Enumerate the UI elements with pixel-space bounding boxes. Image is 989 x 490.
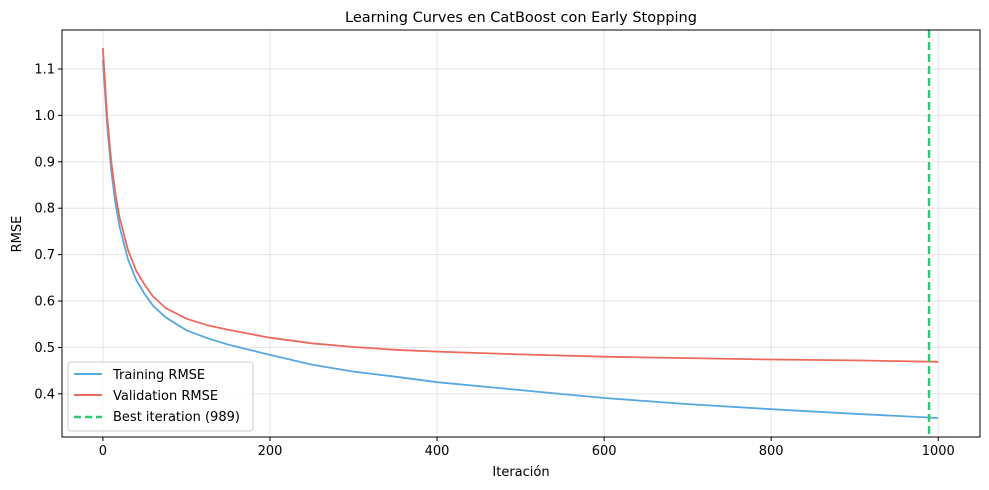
series-lines <box>102 30 939 437</box>
legend-label-best-iteration: Best iteration (989) <box>113 410 240 425</box>
y-axis-label: RMSE <box>10 216 25 253</box>
plot-frame <box>61 29 981 438</box>
y-tick-label: 0.6 <box>34 295 55 310</box>
x-axis-label: Iteración <box>492 465 549 480</box>
legend-label-validation: Validation RMSE <box>113 389 218 404</box>
axis-ticks: 0 200 400 600 800 1000 0.4 0.5 0.6 0.7 0.8 0.9 1.0 1.… <box>34 62 954 459</box>
grid <box>62 30 980 437</box>
training-rmse-line <box>102 59 939 419</box>
y-tick-label: 0.5 <box>34 341 55 356</box>
y-tick-label: 0.4 <box>34 387 55 402</box>
legend-label-training: Training RMSE <box>112 368 205 383</box>
x-tick-label: 800 <box>759 444 784 459</box>
y-tick-label: 1.1 <box>34 62 55 77</box>
y-tick-label: 0.8 <box>34 202 55 217</box>
y-tick-label: 0.9 <box>34 155 55 170</box>
x-tick-label: 0 <box>99 444 107 459</box>
x-tick-label: 600 <box>592 444 617 459</box>
chart-title: Learning Curves en CatBoost con Early St… <box>345 10 697 26</box>
legend-box <box>67 361 254 432</box>
legend: Training RMSE Validation RMSE Best itera… <box>67 361 254 432</box>
x-tick-label: 200 <box>258 444 283 459</box>
y-tick-label: 0.7 <box>34 248 55 263</box>
y-tick-label: 1.0 <box>34 109 55 124</box>
x-tick-label: 400 <box>425 444 450 459</box>
x-tick-label: 1000 <box>922 444 955 459</box>
validation-rmse-line <box>102 48 939 363</box>
